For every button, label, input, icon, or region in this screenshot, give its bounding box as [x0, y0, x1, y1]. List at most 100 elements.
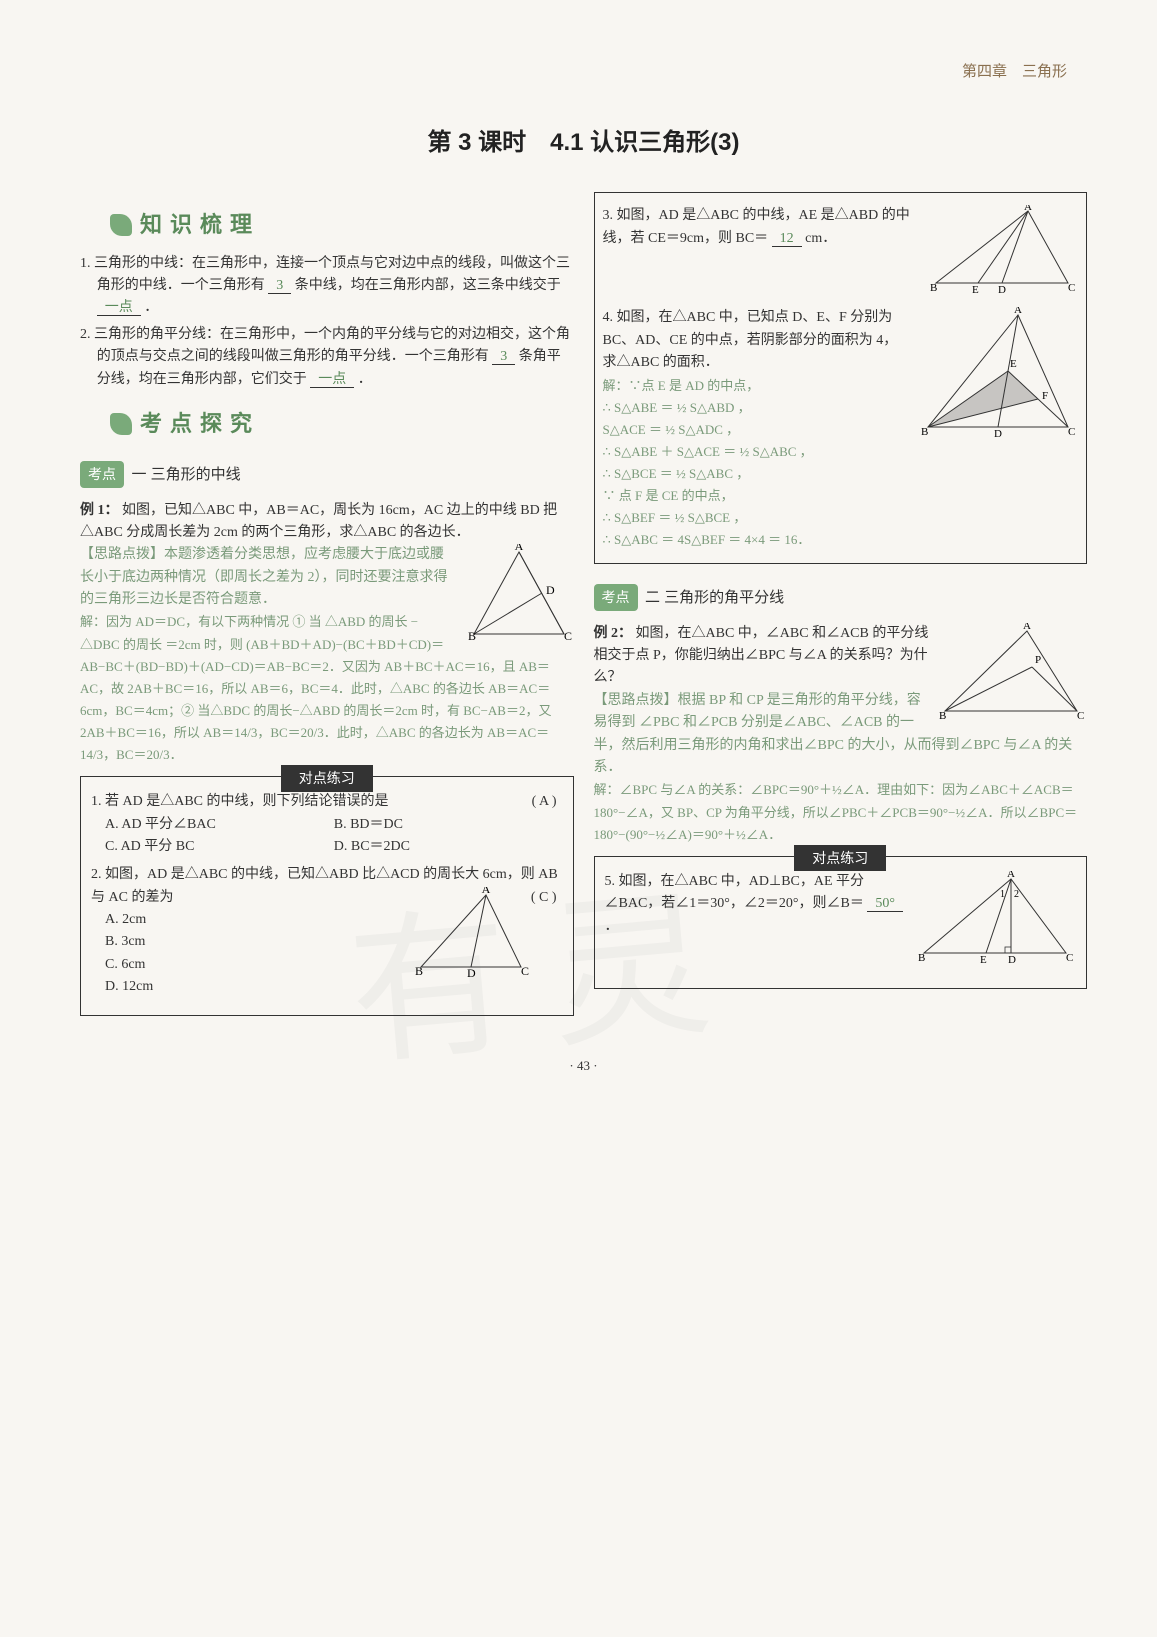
q5-figure: A B E D C 1 2 [916, 871, 1076, 966]
practice-q3: A B E D C 3. 如图，AD 是△ABC 的中线，AE 是△ABD 的中… [603, 205, 1079, 301]
q1-opt-d: D. BC＝2DC [334, 836, 563, 858]
q2-opt-d: D. 12cm [105, 976, 403, 998]
example2-solution: 解：∠BPC 与∠A 的关系：∠BPC＝90°＋½∠A．理由如下：因为∠ABC＋… [594, 779, 1088, 845]
svg-text:1: 1 [1000, 889, 1005, 900]
example1-figure: A B C D [464, 544, 574, 644]
q1-opt-b: B. BD＝DC [334, 814, 563, 836]
example1: 例 1： 如图，已知△ABC 中，AB＝AC，周长为 16cm，AC 边上的中线… [80, 500, 574, 767]
k2-blank2: 一点 [310, 372, 354, 388]
svg-text:D: D [998, 284, 1006, 295]
topic1-title: 一 三角形的中线 [132, 466, 241, 483]
svg-text:A: A [1024, 205, 1032, 213]
knowledge-item-1: 1. 三角形的中线：在三角形中，连接一个顶点与它对边中点的线段，叫做这个三角形的… [80, 253, 574, 320]
practice2-label: 对点练习 [794, 845, 886, 871]
svg-text:B: B [415, 964, 423, 977]
svg-text:C: C [1066, 952, 1073, 964]
knowledge-item-2: 2. 三角形的角平分线：在三角形中，一个内角的平分线与它的对边相交，这个角的顶点… [80, 324, 574, 391]
q4-sol-3: ∴ S△ABE ＋ S△ACE ＝ ½ S△ABC ， [603, 441, 1079, 463]
q4-sol-7: ∴ S△ABC ＝ 4S△BEF ＝ 4×4 ＝ 16． [603, 529, 1079, 551]
q1-opt-a: A. AD 平分∠BAC [105, 814, 334, 836]
svg-text:C: C [564, 629, 572, 643]
example1-label: 例 1： [80, 503, 119, 518]
svg-text:D: D [994, 428, 1002, 437]
q1-answer: ( A ) [532, 791, 557, 813]
svg-text:E: E [972, 284, 979, 295]
q2-opt-c: C. 6cm [105, 954, 403, 976]
example1-text: 例 1： 如图，已知△ABC 中，AB＝AC，周长为 16cm，AC 边上的中线… [80, 500, 574, 545]
svg-text:A: A [514, 544, 523, 553]
q4-sol-5: ∵ 点 F 是 CE 的中点， [603, 485, 1079, 507]
svg-text:D: D [546, 583, 555, 597]
q2-figure: A B D C [411, 887, 531, 977]
q4-sol-6: ∴ S△BEF ＝ ½ S△BCE ， [603, 507, 1079, 529]
topic1-header: 考点 一 三角形的中线 [80, 451, 574, 493]
svg-text:C: C [1068, 426, 1075, 437]
topic2-title: 二 三角形的角平分线 [645, 589, 784, 606]
svg-text:A: A [1014, 307, 1022, 316]
q5-blank: 50° [867, 896, 903, 912]
svg-text:P: P [1035, 654, 1041, 666]
q2-answer: ( C ) [531, 887, 557, 909]
q1-options: A. AD 平分∠BAC B. BD＝DC C. AD 平分 BC D. BC＝… [105, 814, 563, 859]
example1-body: 如图，已知△ABC 中，AB＝AC，周长为 16cm，AC 边上的中线 BD 把… [80, 503, 557, 540]
k2-end: ． [358, 372, 372, 387]
svg-text:E: E [1010, 358, 1017, 370]
svg-text:D: D [467, 966, 476, 977]
svg-text:2: 2 [1014, 889, 1019, 900]
k1-blank: 3 [268, 278, 291, 294]
practice1-label: 对点练习 [281, 765, 373, 791]
topic2-header: 考点 二 三角形的角平分线 [594, 574, 1088, 616]
example2: A B C P 例 2： 如图，在△ABC 中，∠ABC 和∠ACB 的平分线相… [594, 623, 1088, 846]
topic2-badge: 考点 [594, 584, 638, 610]
svg-text:F: F [1042, 390, 1048, 402]
q2-options: A. 2cm B. 3cm C. 6cm D. 12cm [105, 909, 403, 999]
q3-figure: A B E D C [928, 205, 1078, 295]
svg-text:C: C [521, 964, 529, 977]
svg-text:A: A [1007, 871, 1015, 880]
k1-blank2: 一点 [97, 300, 141, 316]
q4-sol-4: ∴ S△BCE ＝ ½ S△ABC ， [603, 463, 1079, 485]
right-box: A B E D C 3. 如图，AD 是△ABC 的中线，AE 是△ABD 的中… [594, 192, 1088, 564]
svg-text:B: B [918, 952, 925, 964]
example2-label: 例 2： [594, 626, 633, 641]
q1-opt-c: C. AD 平分 BC [105, 836, 334, 858]
k1-mid: 条中线，均在三角形内部，这三条中线交于 [295, 278, 561, 293]
svg-text:B: B [930, 282, 937, 294]
chapter-header: 第四章 三角形 [80, 60, 1087, 84]
q5-text-b: ． [605, 919, 619, 934]
svg-text:A: A [1023, 623, 1031, 632]
svg-text:C: C [1068, 282, 1075, 294]
k1-end: ． [144, 300, 158, 315]
svg-text:A: A [481, 887, 490, 896]
svg-text:D: D [1008, 954, 1016, 966]
svg-text:E: E [980, 954, 987, 966]
explore-banner: 考点探究 [110, 406, 574, 441]
example2-figure: A B C P [937, 623, 1087, 723]
q4-text: 4. 如图，在△ABC 中，已知点 D、E、F 分别为 BC、AD、CE 的中点… [603, 310, 898, 370]
page-number: · 43 · [80, 1056, 1087, 1077]
q3-text-a: 3. 如图，AD 是△ABC 的中线，AE 是△ABD 的中线，若 CE＝9cm… [603, 208, 910, 245]
q4-figure: A B D C E F [918, 307, 1078, 437]
q2-opt-b: B. 3cm [105, 931, 403, 953]
left-column: 知识梳理 1. 三角形的中线：在三角形中，连接一个顶点与它对边中点的线段，叫做这… [80, 192, 574, 1015]
svg-text:B: B [939, 710, 946, 722]
q5-text-a: 5. 如图，在△ABC 中，AD⊥BC，AE 平分∠BAC，若∠1＝30°，∠2… [605, 874, 865, 911]
practice-box-1: 对点练习 1. 若 AD 是△ABC 的中线，则下列结论错误的是 ( A ) A… [80, 776, 574, 1016]
q2-opt-a: A. 2cm [105, 909, 403, 931]
q3-text-b: cm． [805, 231, 836, 246]
q1-text: 1. 若 AD 是△ABC 的中线，则下列结论错误的是 [91, 794, 389, 809]
q3-blank: 12 [772, 231, 802, 247]
example2-body: 如图，在△ABC 中，∠ABC 和∠ACB 的平分线相交于点 P，你能归纳出∠B… [594, 626, 929, 686]
svg-text:B: B [921, 426, 928, 437]
topic1-badge: 考点 [80, 461, 124, 487]
practice-q4: A B D C E F 4. 如图，在△ABC 中，已知点 D、E、F 分别为 … [603, 307, 1079, 551]
lesson-title: 第 3 课时 4.1 认识三角形(3) [80, 124, 1087, 162]
svg-text:B: B [468, 629, 476, 643]
practice-q5: A B E D C 1 2 5. 如图，在△ABC 中，AD⊥BC，AE 平分∠… [605, 871, 1077, 972]
k2-blank: 3 [492, 349, 515, 365]
practice-q2: 2. 如图，AD 是△ABC 的中线，已知△ABD 比△ACD 的周长大 6cm… [91, 864, 563, 998]
right-column: A B E D C 3. 如图，AD 是△ABC 的中线，AE 是△ABD 的中… [594, 192, 1088, 1015]
practice-box-2: 对点练习 A B E D C 1 2 5. 如图，在△ABC 中，AD⊥BC，A… [594, 856, 1088, 989]
knowledge-banner: 知识梳理 [110, 207, 574, 242]
practice-q1: 1. 若 AD 是△ABC 的中线，则下列结论错误的是 ( A ) A. AD … [91, 791, 563, 858]
